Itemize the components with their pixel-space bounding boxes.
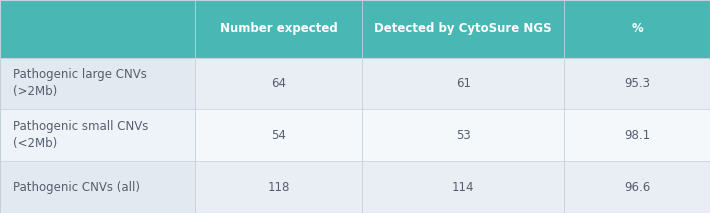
Text: Pathogenic small CNVs
(<2Mb): Pathogenic small CNVs (<2Mb): [13, 120, 148, 150]
Bar: [0, 58, 195, 109]
Bar: [195, 109, 362, 161]
Text: 95.3: 95.3: [624, 77, 650, 90]
Bar: [362, 0, 564, 58]
Bar: [362, 161, 564, 213]
Bar: [195, 0, 362, 58]
Text: %: %: [631, 22, 643, 35]
Text: 61: 61: [456, 77, 471, 90]
Bar: [564, 58, 710, 109]
Text: 118: 118: [268, 181, 290, 194]
Bar: [362, 109, 564, 161]
Bar: [564, 109, 710, 161]
Bar: [362, 58, 564, 109]
Text: 53: 53: [456, 129, 471, 142]
Bar: [564, 0, 710, 58]
Text: Pathogenic CNVs (all): Pathogenic CNVs (all): [13, 181, 140, 194]
Bar: [564, 161, 710, 213]
Text: 98.1: 98.1: [624, 129, 650, 142]
Text: 96.6: 96.6: [624, 181, 650, 194]
Text: Pathogenic large CNVs
(>2Mb): Pathogenic large CNVs (>2Mb): [13, 68, 147, 98]
Bar: [0, 0, 195, 58]
Bar: [0, 161, 195, 213]
Text: 114: 114: [452, 181, 474, 194]
Text: Detected by CytoSure NGS: Detected by CytoSure NGS: [374, 22, 552, 35]
Text: Number expected: Number expected: [220, 22, 337, 35]
Text: 54: 54: [271, 129, 286, 142]
Bar: [195, 161, 362, 213]
Bar: [195, 58, 362, 109]
Bar: [0, 109, 195, 161]
Text: 64: 64: [271, 77, 286, 90]
